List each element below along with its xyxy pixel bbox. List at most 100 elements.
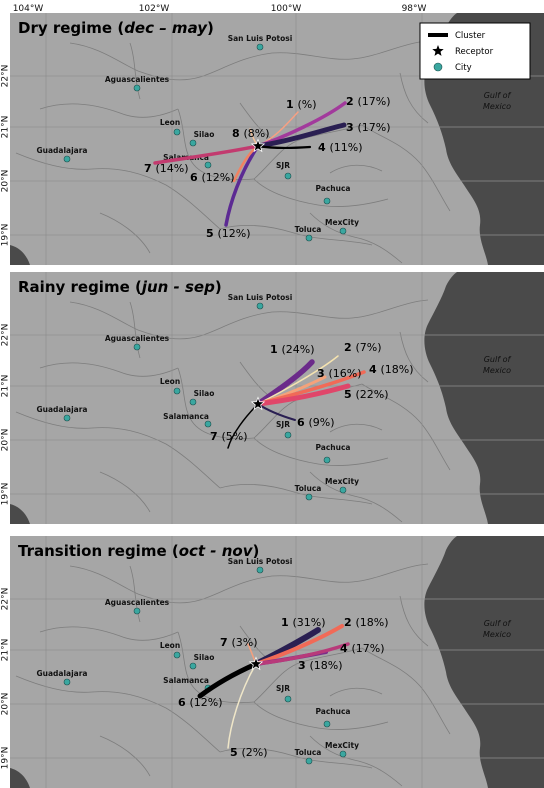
cluster-id: 4	[318, 141, 329, 154]
city-marker	[323, 720, 331, 728]
city-label: Pachuca	[316, 443, 351, 452]
cluster-id: 7	[220, 636, 231, 649]
city-label: Toluca	[295, 225, 322, 234]
city-marker	[204, 161, 212, 169]
lon-tick-label: 98°W	[402, 4, 427, 14]
cities: San Luis Potosi Aguascalientes Leon Silao Gu…	[36, 34, 359, 242]
cluster-track	[197, 661, 259, 699]
city-marker	[173, 651, 181, 659]
lat-tick-label: 22°N	[1, 324, 11, 347]
title-paren: )	[215, 278, 222, 296]
lat-tick-label: 21°N	[1, 375, 11, 398]
city-label: Toluca	[295, 484, 322, 493]
cluster-label: 2 (7%)	[344, 341, 382, 354]
city-marker	[173, 387, 181, 395]
cluster-share: (18%)	[355, 616, 388, 629]
city-marker	[63, 414, 71, 422]
map-panel: 22°N 21°N 20°N 19°N Dry regime (dec – may) Gu…	[1, 12, 544, 266]
cluster-label: 4 (18%)	[369, 363, 414, 376]
city-label: Aguascalientes	[105, 598, 170, 607]
lat-tick-label: 22°N	[1, 588, 11, 611]
map-panel: 22°N 21°N 20°N 19°N Rainy regime (jun - sep)…	[1, 271, 544, 525]
cluster-share: (18%)	[380, 363, 413, 376]
cluster-id: 6	[190, 171, 201, 184]
lat-tick-label: 20°N	[1, 693, 11, 716]
cluster-track	[224, 144, 260, 227]
cluster-share: (22%)	[355, 388, 388, 401]
cluster-label: 8 (8%)	[232, 127, 270, 140]
city-marker	[133, 343, 141, 351]
cluster-id: 3	[298, 659, 309, 672]
cluster-track	[227, 663, 257, 749]
lat-tick-label: 20°N	[1, 429, 11, 452]
cluster-id: 5	[344, 388, 355, 401]
city-marker	[63, 155, 71, 163]
cluster-label: 1 (24%)	[270, 343, 315, 356]
city-marker	[284, 172, 292, 180]
gulf-label: Mexico	[483, 102, 511, 111]
cluster-label: 5 (2%)	[230, 746, 268, 759]
cities: San Luis Potosi Aguascalientes Leon Silao Gu…	[36, 293, 359, 501]
cluster-share: (12%)	[201, 171, 234, 184]
city-label: MexCity	[325, 218, 359, 227]
cluster-track	[256, 144, 312, 150]
city-label: SJR	[276, 420, 290, 429]
city-label: SJR	[276, 161, 290, 170]
city-marker	[323, 197, 331, 205]
cluster-id: 4	[340, 642, 351, 655]
city-label: San Luis Potosi	[228, 557, 293, 566]
city-marker	[284, 695, 292, 703]
top-longitude-axis: 104°W 102°W 100°W 98°W	[13, 4, 427, 14]
lon-tick-label: 100°W	[271, 4, 302, 14]
lat-tick-label: 21°N	[1, 639, 11, 662]
city-marker	[284, 431, 292, 439]
cluster-label: 5 (22%)	[344, 388, 389, 401]
city-marker	[189, 139, 197, 147]
cluster-id: 6	[297, 416, 308, 429]
lat-tick-label: 20°N	[1, 170, 11, 193]
city-marker-icon	[433, 62, 443, 72]
cluster-labels: 1 (24%) 2 (7%) 3 (16%) 4 (18%) 5 (22%) 6 (9%)…	[210, 341, 414, 443]
city-marker	[256, 302, 264, 310]
cluster-label: 6 (12%)	[190, 171, 235, 184]
city-label: San Luis Potosi	[228, 34, 293, 43]
gulf-label: Mexico	[483, 630, 511, 639]
gulf-label: Gulf of	[484, 619, 512, 628]
cluster-track	[257, 355, 339, 405]
city-label: Pachuca	[316, 707, 351, 716]
cluster-share: (9%)	[308, 416, 334, 429]
regime-period: oct - nov	[179, 542, 254, 560]
cluster-label: 6 (12%)	[178, 696, 223, 709]
cluster-id: 2	[346, 95, 357, 108]
cluster-share: (5%)	[221, 430, 247, 443]
city-marker	[305, 234, 313, 242]
city-marker	[339, 750, 347, 758]
cluster-track	[254, 642, 350, 666]
cluster-share: (18%)	[309, 659, 342, 672]
lat-tick-label: 19°N	[1, 224, 11, 247]
regime-period: dec – may	[124, 19, 208, 37]
city-marker	[256, 566, 264, 574]
cluster-id: 3	[346, 121, 357, 134]
city-label: Aguascalientes	[105, 334, 170, 343]
cluster-label: 6 (9%)	[297, 416, 335, 429]
city-label: Guadalajara	[36, 405, 87, 414]
cluster-id: 5	[230, 746, 241, 759]
cluster-label: 4 (11%)	[318, 141, 363, 154]
cluster-id: 4	[369, 363, 380, 376]
cluster-share: (7%)	[355, 341, 381, 354]
panel-title: Rainy regime (jun - sep)	[18, 278, 222, 296]
city-marker	[189, 398, 197, 406]
cluster-id: 2	[344, 341, 355, 354]
city-label: MexCity	[325, 477, 359, 486]
city-marker	[189, 662, 197, 670]
cluster-share: (17%)	[357, 95, 390, 108]
cluster-labels: 1 (%) 2 (17%)3 (17%)4 (11%)5 (12%)6 (12%)…	[144, 95, 391, 240]
city-marker	[204, 420, 212, 428]
cluster-share: (%)	[297, 98, 316, 111]
cluster-track	[153, 144, 260, 165]
regime-name: Transition regime (	[18, 542, 179, 560]
cities: San Luis Potosi Aguascalientes Leon Silao Gu…	[36, 557, 359, 765]
cluster-label: 1 (%)	[286, 98, 317, 111]
cluster-share: (31%)	[292, 616, 325, 629]
